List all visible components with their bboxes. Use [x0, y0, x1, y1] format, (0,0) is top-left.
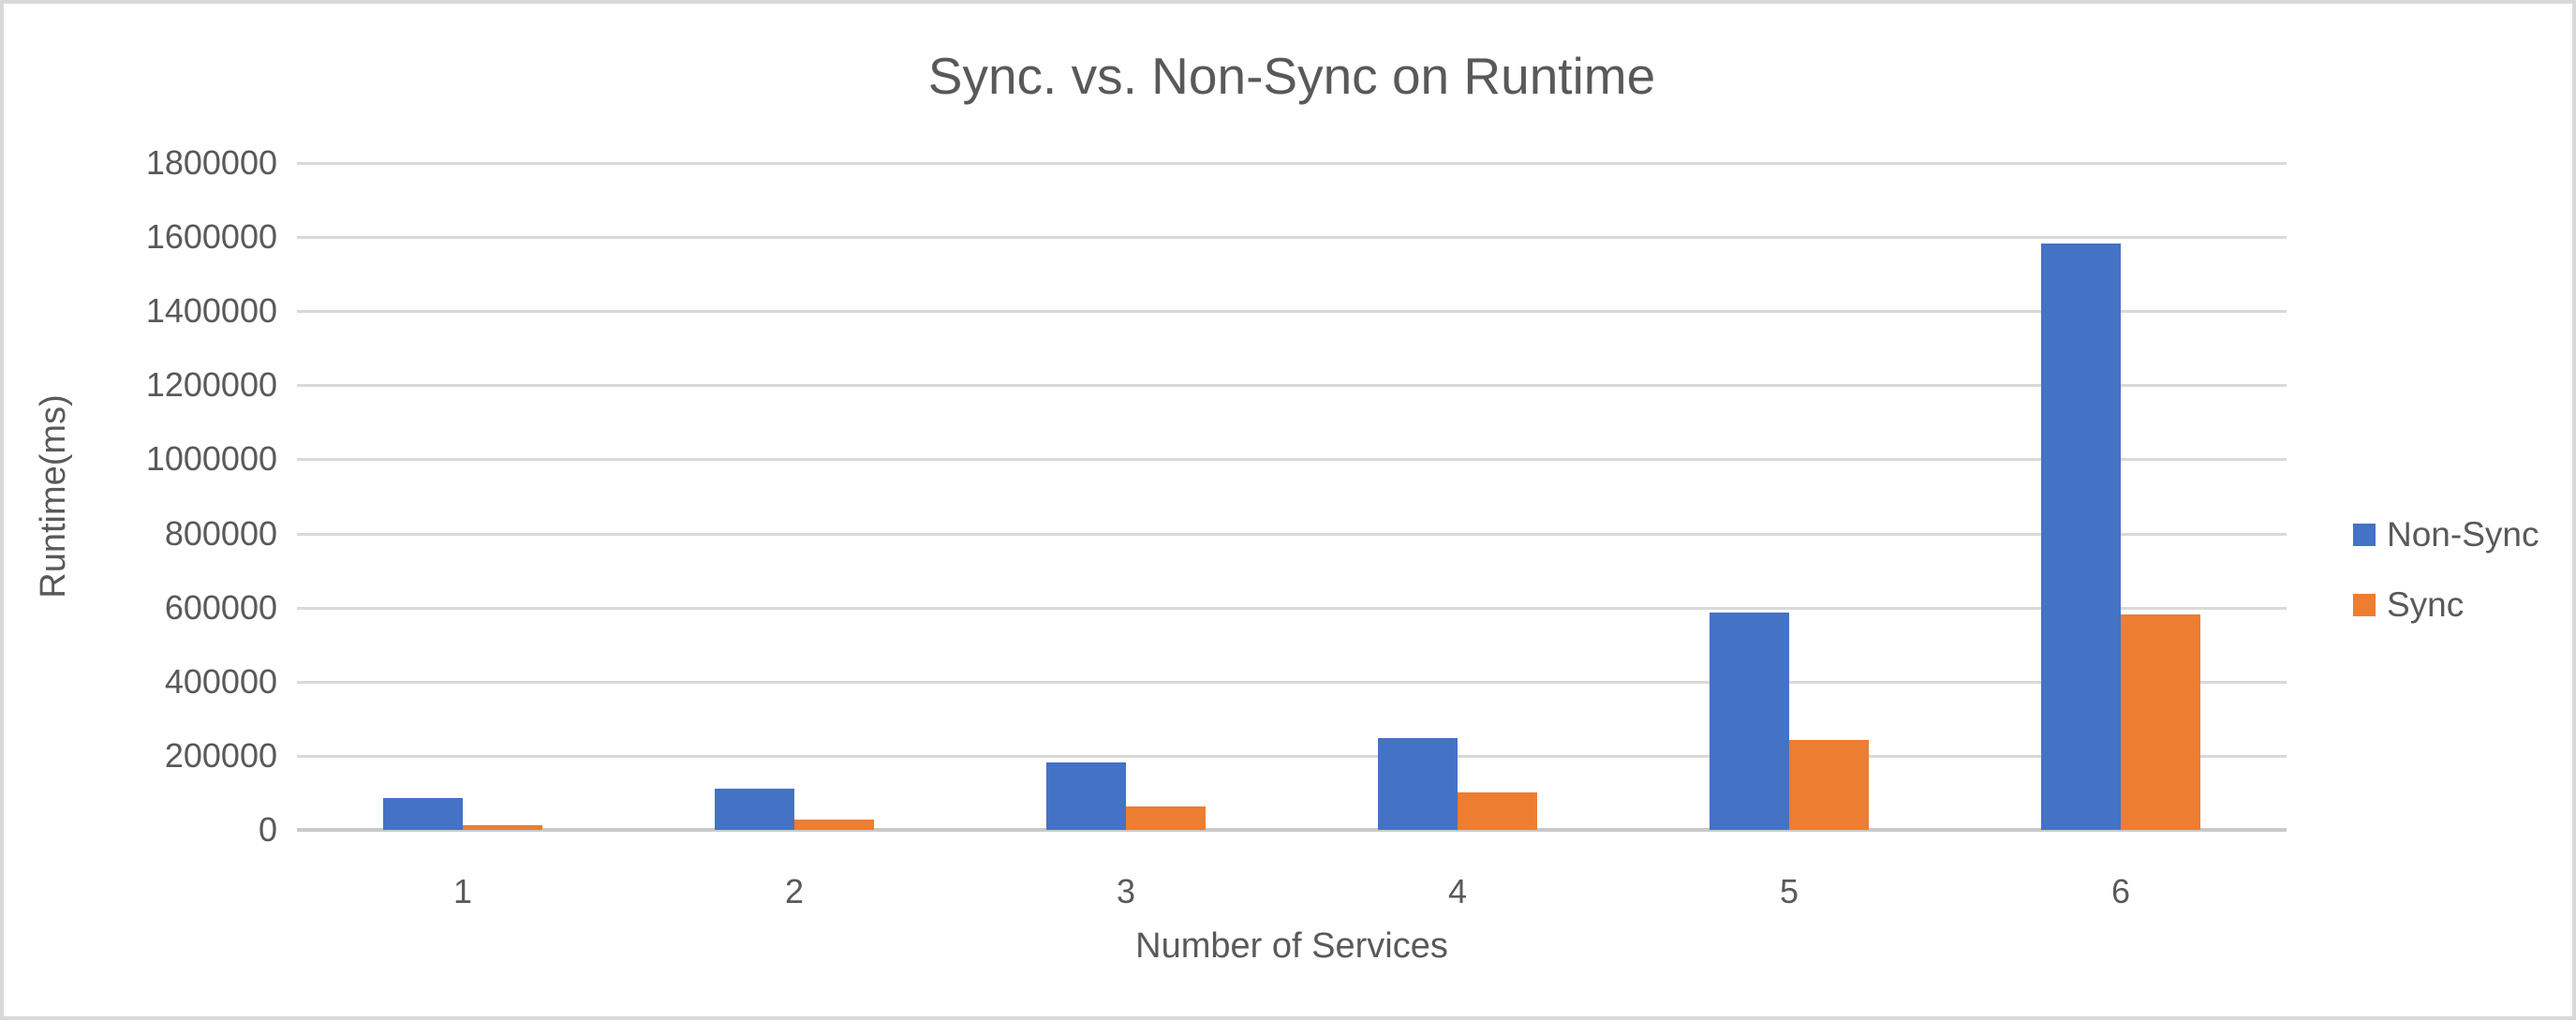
legend-label: Sync: [2387, 585, 2465, 624]
gridline: [297, 310, 2287, 314]
x-tick-label: 1: [452, 872, 473, 910]
bar-sync-6: [2121, 614, 2200, 830]
y-tick-label: 1600000: [145, 217, 277, 257]
legend-item-nonsync: Non-Sync: [2353, 514, 2539, 555]
x-tick-label: 5: [1779, 872, 1799, 910]
bar-sync-2: [794, 819, 874, 830]
gridline: [297, 236, 2287, 240]
gridline: [297, 384, 2287, 388]
bar-sync-5: [1789, 739, 1869, 830]
legend-swatch: [2353, 524, 2376, 546]
y-tick-label: 0: [258, 810, 277, 849]
y-axis-title: Runtime(ms): [34, 394, 73, 599]
x-tick-label: 2: [784, 872, 805, 910]
bar-nonsync-6: [2041, 244, 2121, 830]
y-tick-label: 1200000: [145, 365, 277, 405]
bar-nonsync-4: [1378, 737, 1458, 830]
y-tick-label: 400000: [164, 661, 277, 701]
gridline: [297, 532, 2287, 536]
legend-swatch: [2353, 594, 2376, 616]
x-axis-line: [297, 828, 2287, 832]
bar-nonsync-5: [1710, 612, 1789, 830]
y-tick-label: 1800000: [145, 143, 277, 182]
gridline: [297, 754, 2287, 758]
bar-sync-4: [1458, 792, 1537, 830]
x-tick-label: 4: [1447, 872, 1468, 910]
y-tick-label: 1400000: [145, 291, 277, 331]
chart-title: Sync. vs. Non-Sync on Runtime: [927, 47, 1656, 105]
gridline: [297, 458, 2287, 462]
x-axis-title: Number of Services: [1135, 926, 1448, 966]
bar-sync-3: [1126, 806, 1206, 830]
y-tick-label: 600000: [164, 587, 277, 627]
gridline: [297, 162, 2287, 165]
legend-label: Non-Sync: [2387, 515, 2539, 554]
x-tick-label: 3: [1116, 872, 1136, 910]
gridline: [297, 606, 2287, 610]
legend-item-sync: Sync: [2353, 584, 2464, 626]
y-tick-label: 800000: [164, 513, 277, 553]
bar-sync-1: [463, 824, 542, 830]
bar-nonsync-2: [715, 788, 794, 830]
x-tick-label: 6: [2110, 872, 2131, 910]
bar-nonsync-3: [1046, 762, 1126, 830]
bar-nonsync-1: [383, 798, 463, 830]
gridline: [297, 680, 2287, 684]
y-tick-label: 200000: [164, 735, 277, 775]
y-tick-label: 1000000: [145, 439, 277, 479]
